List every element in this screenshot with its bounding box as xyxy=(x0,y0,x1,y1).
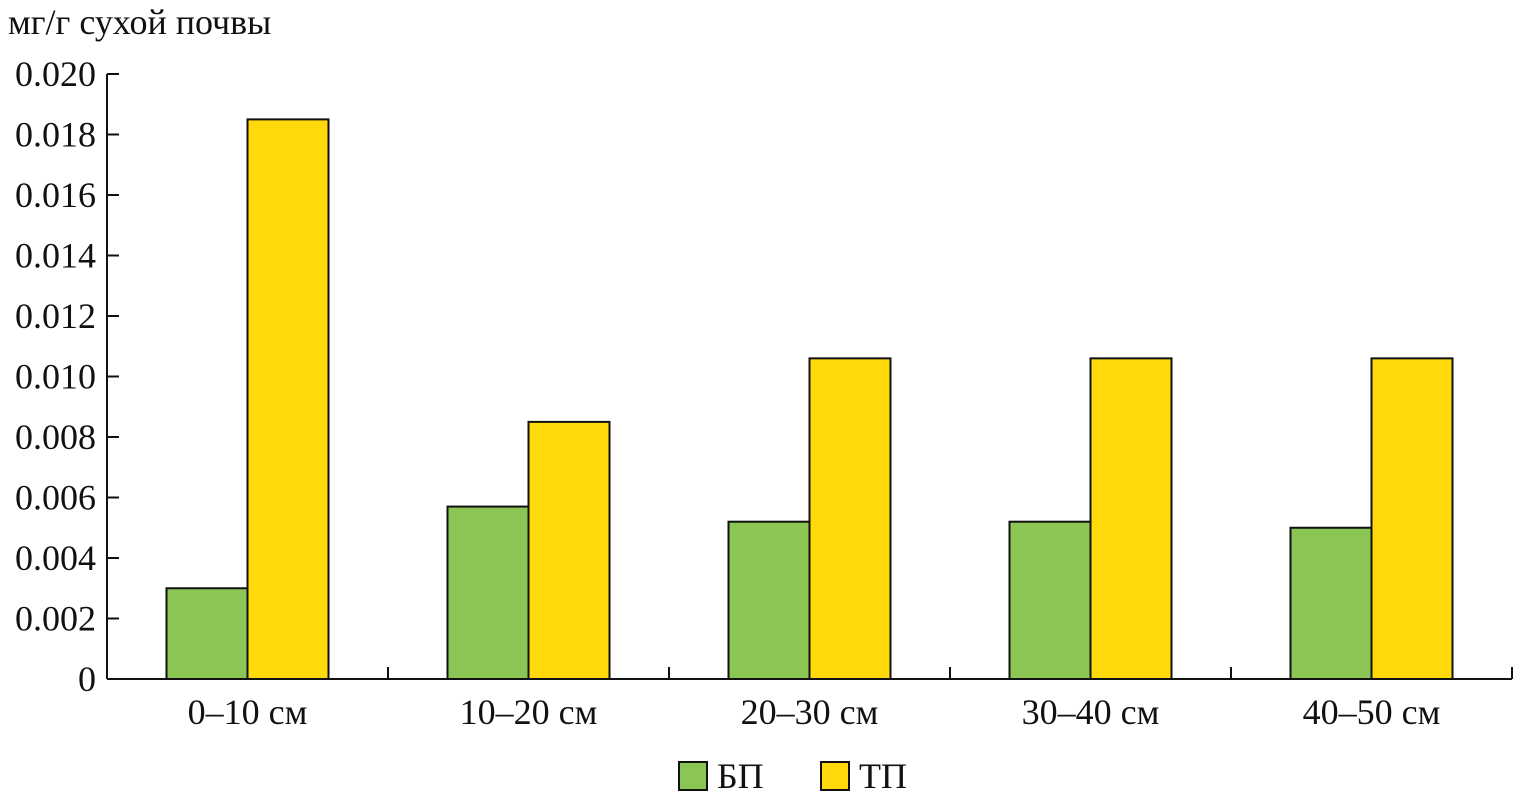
x-tick-label: 20–30 см xyxy=(741,692,879,732)
legend-label-tp: ТП xyxy=(859,756,907,796)
bar-tp xyxy=(527,420,611,680)
legend-swatch-bp xyxy=(678,761,708,791)
y-tick-label: 0.016 xyxy=(15,175,96,215)
bar-tp xyxy=(1089,357,1173,680)
x-tick-label: 0–10 см xyxy=(188,692,308,732)
bar-tp xyxy=(246,118,330,680)
legend-label-bp: БП xyxy=(717,756,764,796)
bar-bp xyxy=(1289,526,1373,680)
x-axis-ticks: 0–10 см 10–20 см 20–30 см 30–40 см 40–50 см xyxy=(188,667,1513,732)
y-axis-title: мг/г сухой почвы xyxy=(8,2,271,42)
x-tick-label: 10–20 см xyxy=(460,692,598,732)
y-axis-ticks: 0 0.002 0.004 0.006 0.008 0.010 0.012 0.014 0.01… xyxy=(15,54,119,699)
bar-tp xyxy=(808,357,892,680)
legend: БП ТП xyxy=(678,756,907,796)
y-tick-label: 0.008 xyxy=(15,417,96,457)
bars xyxy=(165,118,1454,681)
y-tick-label: 0.002 xyxy=(15,599,96,639)
y-tick-label: 0.004 xyxy=(15,538,96,578)
bar-bp xyxy=(446,505,530,681)
y-tick-label: 0.012 xyxy=(15,296,96,336)
y-tick-label: 0.020 xyxy=(15,54,96,94)
bar-bp xyxy=(165,587,249,680)
y-tick-label: 0.018 xyxy=(15,115,96,155)
y-tick-label: 0.014 xyxy=(15,236,96,276)
bar-bp xyxy=(1008,520,1092,681)
x-tick-label: 30–40 см xyxy=(1022,692,1160,732)
y-tick-label: 0 xyxy=(78,659,96,699)
legend-swatch-tp xyxy=(820,761,850,791)
bar-tp xyxy=(1370,357,1454,680)
y-tick-label: 0.010 xyxy=(15,357,96,397)
y-tick-label: 0.006 xyxy=(15,478,96,518)
bar-bp xyxy=(727,520,811,681)
x-tick-label: 40–50 см xyxy=(1303,692,1441,732)
